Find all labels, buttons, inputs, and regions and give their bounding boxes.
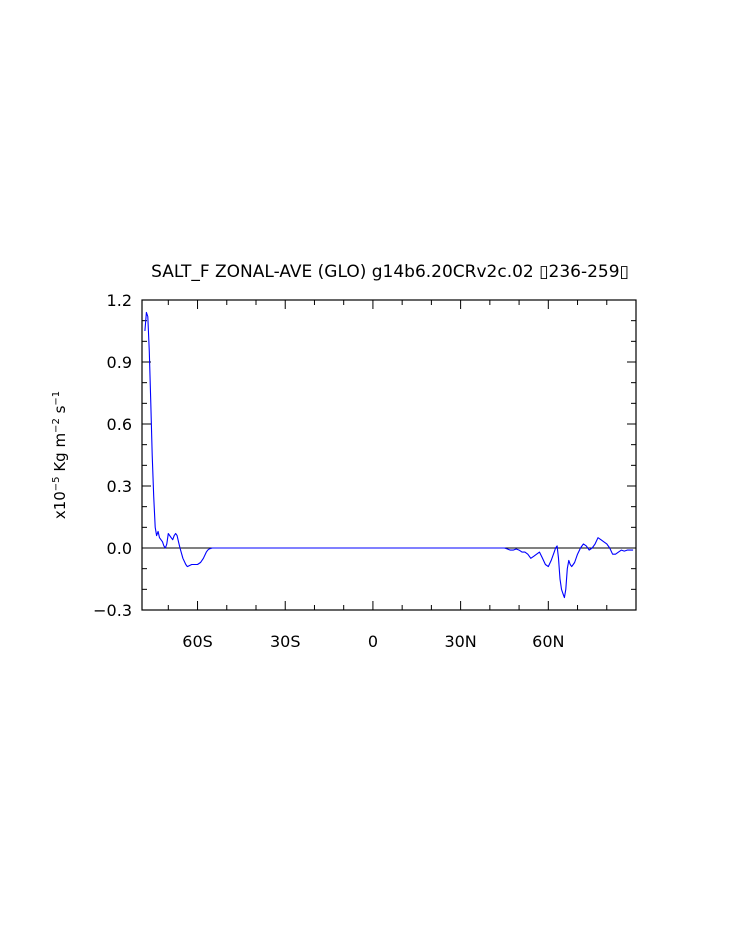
y-tick-label: 0.0 <box>107 539 132 558</box>
y-axis-label: x10−5 Kg m−2 s−1 <box>51 391 69 519</box>
y-label-exp2: −2 <box>51 418 62 433</box>
y-label-unit1: Kg m <box>51 433 69 472</box>
x-tick-label: 60S <box>182 632 213 651</box>
y-tick-label: 0.6 <box>107 415 132 434</box>
y-tick-label: 0.9 <box>107 353 132 372</box>
x-tick-label: 30S <box>270 632 301 651</box>
series-line <box>144 311 634 599</box>
x-tick-label: 30N <box>444 632 476 651</box>
x-tick-label: 0 <box>368 632 378 651</box>
y-label-prefix: x10 <box>51 491 69 519</box>
y-tick-label: −0.3 <box>93 601 132 620</box>
y-label-exp: −5 <box>51 476 62 491</box>
y-tick-label: 0.3 <box>107 477 132 496</box>
plot-frame <box>141 299 637 611</box>
y-label-exp3: −1 <box>51 391 62 406</box>
y-label-unit2: s <box>51 405 69 413</box>
chart-title: SALT_F ZONAL-AVE (GLO) g14b6.20CRv2c.02 … <box>151 262 629 282</box>
plot-area: −0.3 0.0 0.3 0.6 0.9 1.2 60S 30S 0 30N 60N <box>93 291 637 651</box>
y-tick-label: 1.2 <box>107 291 132 310</box>
x-tick-label: 60N <box>532 632 564 651</box>
